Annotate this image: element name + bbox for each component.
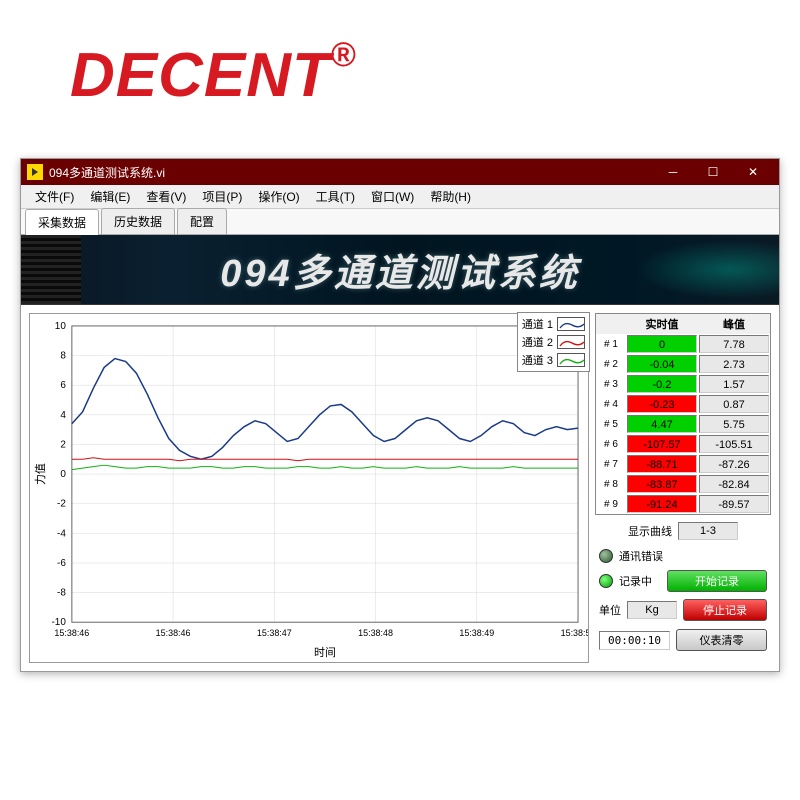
svg-text:15:38:51: 15:38:51 [561, 628, 588, 638]
brand-logo: DECENT® [70, 40, 357, 111]
maximize-button[interactable]: ☐ [693, 159, 733, 185]
svg-text:-10: -10 [51, 617, 66, 628]
svg-text:15:38:48: 15:38:48 [358, 628, 393, 638]
side-panel: 实时值 峰值 # 107.78# 2-0.042.73# 3-0.21.57# … [595, 313, 771, 663]
unit-input[interactable] [627, 601, 677, 619]
reading-row: # 9-91.24-89.57 [596, 494, 770, 514]
svg-text:10: 10 [55, 321, 67, 332]
unit-label: 单位 [599, 602, 621, 618]
menu-item[interactable]: 编辑(E) [82, 188, 138, 205]
reading-row: # 54.475.75 [596, 414, 770, 434]
svg-text:15:38:46: 15:38:46 [54, 628, 89, 638]
recording-led [599, 574, 613, 588]
window-title: 094多通道测试系统.vi [49, 164, 653, 181]
tab[interactable]: 配置 [177, 208, 227, 234]
menu-item[interactable]: 帮助(H) [422, 188, 479, 205]
comm-error-label: 通讯错误 [619, 548, 663, 564]
menu-item[interactable]: 操作(O) [250, 188, 307, 205]
legend-label: 通道 1 [522, 316, 553, 332]
svg-text:15:38:49: 15:38:49 [459, 628, 494, 638]
minimize-button[interactable]: ─ [653, 159, 693, 185]
menu-item[interactable]: 窗口(W) [363, 188, 422, 205]
reading-row: # 2-0.042.73 [596, 354, 770, 374]
reading-row: # 107.78 [596, 334, 770, 354]
svg-text:-6: -6 [57, 558, 66, 569]
reading-row: # 6-107.57-105.51 [596, 434, 770, 454]
reading-row: # 3-0.21.57 [596, 374, 770, 394]
reading-row: # 8-83.87-82.84 [596, 474, 770, 494]
svg-text:15:38:47: 15:38:47 [257, 628, 292, 638]
app-icon [27, 164, 43, 180]
titlebar: 094多通道测试系统.vi ─ ☐ ✕ [21, 159, 779, 185]
svg-text:-8: -8 [57, 588, 66, 599]
curve-range-input[interactable] [678, 522, 738, 540]
menu-item[interactable]: 文件(F) [27, 188, 82, 205]
legend-swatch [557, 317, 585, 331]
peak-header: 峰值 [698, 314, 770, 334]
legend-label: 通道 2 [522, 334, 553, 350]
svg-text:0: 0 [60, 469, 66, 480]
tab[interactable]: 历史数据 [101, 208, 175, 234]
svg-text:4: 4 [60, 410, 66, 421]
menu-item[interactable]: 查看(V) [138, 188, 194, 205]
tab[interactable]: 采集数据 [25, 209, 99, 235]
rt-header: 实时值 [626, 314, 698, 334]
svg-text:2: 2 [60, 439, 66, 450]
reading-row: # 7-88.71-87.26 [596, 454, 770, 474]
timer-display: 00:00:10 [599, 631, 670, 650]
legend-swatch [557, 335, 585, 349]
svg-text:8: 8 [60, 351, 66, 362]
close-button[interactable]: ✕ [733, 159, 773, 185]
tabbar: 采集数据历史数据配置 [21, 209, 779, 235]
svg-text:6: 6 [60, 380, 66, 391]
menubar: 文件(F)编辑(E)查看(V)项目(P)操作(O)工具(T)窗口(W)帮助(H) [21, 185, 779, 209]
recording-label: 记录中 [619, 573, 661, 589]
reading-row: # 4-0.230.87 [596, 394, 770, 414]
chart: 通道 1 通道 2 通道 3 -10 -8 -6 -4 -2 0 2 4 6 8 10 15:38:46 1… [29, 313, 589, 663]
svg-text:时间: 时间 [314, 646, 336, 659]
comm-error-led [599, 549, 613, 563]
curve-label: 显示曲线 [628, 523, 672, 539]
readings-table: 实时值 峰值 # 107.78# 2-0.042.73# 3-0.21.57# … [595, 313, 771, 515]
legend-label: 通道 3 [522, 352, 553, 368]
zero-button[interactable]: 仪表清零 [676, 629, 767, 651]
chart-legend: 通道 1 通道 2 通道 3 [517, 312, 590, 372]
svg-text:-4: -4 [57, 528, 66, 539]
svg-text:-2: -2 [57, 499, 66, 510]
app-window: 094多通道测试系统.vi ─ ☐ ✕ 文件(F)编辑(E)查看(V)项目(P)… [20, 158, 780, 672]
menu-item[interactable]: 项目(P) [194, 188, 250, 205]
start-record-button[interactable]: 开始记录 [667, 570, 767, 592]
stop-record-button[interactable]: 停止记录 [683, 599, 767, 621]
svg-text:15:38:46: 15:38:46 [156, 628, 191, 638]
menu-item[interactable]: 工具(T) [308, 188, 363, 205]
svg-text:力值: 力值 [34, 463, 47, 485]
banner: 094多通道测试系统 [21, 235, 779, 305]
legend-swatch [557, 353, 585, 367]
